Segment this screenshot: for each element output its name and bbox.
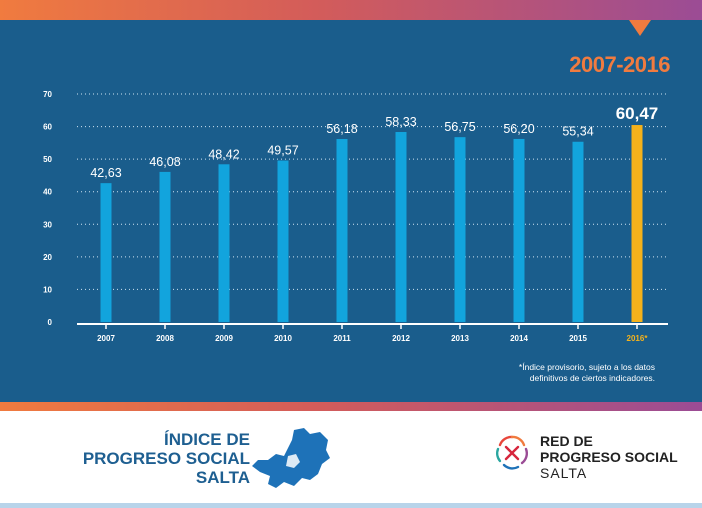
- footnote-line-2: definitivos de ciertos indicadores.: [529, 373, 655, 383]
- bar-2011: [336, 139, 348, 322]
- middle-gradient-bar: [0, 402, 702, 411]
- y-tick-label: 0: [48, 318, 53, 327]
- value-label: 56,75: [444, 120, 475, 134]
- salta-province-map-icon: [252, 428, 330, 488]
- value-label: 58,33: [385, 115, 416, 129]
- y-tick-label: 40: [43, 188, 52, 197]
- footnote-line-1: *Índice provisorio, sujeto a los datos: [518, 362, 655, 372]
- index-title-line-2: PROGRESO SOCIAL: [82, 449, 250, 468]
- y-tick-label: 10: [43, 285, 52, 294]
- x-tick-label: 2008: [156, 334, 174, 343]
- footnote: *Índice provisorio, sujeto a los datos d…: [495, 362, 655, 384]
- bar-2013: [454, 137, 466, 322]
- value-label: 42,63: [90, 166, 121, 180]
- x-tick-label: 2010: [274, 334, 292, 343]
- network-name-line-1: RED DE: [540, 433, 593, 449]
- x-tick-label: 2012: [392, 334, 410, 343]
- bar-chart: 0 10 20 30 40 50 60 70 42,63 2007 46,08 2008 48,42 20…: [43, 90, 668, 343]
- y-tick-label: 60: [43, 123, 52, 132]
- red-progreso-social-logo-icon: [496, 435, 529, 470]
- value-label: 49,57: [267, 144, 298, 158]
- branding-footer: [0, 411, 702, 503]
- value-label: 48,42: [208, 147, 239, 161]
- bar-2008: [159, 171, 171, 322]
- period-label: 2007-2016: [569, 52, 670, 77]
- x-tick-label: 2013: [451, 334, 469, 343]
- value-label: 60,47: [616, 104, 659, 123]
- value-label: 55,34: [562, 125, 593, 139]
- chart-panel: [0, 20, 702, 402]
- bottom-strip: [0, 503, 702, 508]
- bar-2010: [277, 160, 289, 322]
- period-marker-icon: [629, 20, 651, 36]
- x-tick-label: 2014: [510, 334, 528, 343]
- value-label: 56,18: [326, 122, 357, 136]
- bar-2016: [631, 125, 643, 322]
- y-tick-label: 20: [43, 253, 52, 262]
- x-tick-label: 2007: [97, 334, 115, 343]
- top-gradient-bar: [0, 0, 702, 20]
- network-name-line-2: PROGRESO SOCIAL: [540, 449, 678, 465]
- x-tick-label: 2011: [333, 334, 351, 343]
- x-tick-label: 2015: [569, 334, 587, 343]
- network-name: RED DE PROGRESO SOCIAL SALTA: [540, 433, 678, 481]
- bar-2009: [218, 164, 230, 322]
- bar-2007: [100, 183, 112, 322]
- bar-2014: [513, 138, 525, 322]
- y-tick-label: 50: [43, 155, 52, 164]
- y-tick-label: 70: [43, 90, 52, 99]
- value-label: 56,20: [503, 122, 534, 136]
- x-tick-label: 2009: [215, 334, 233, 343]
- network-name-line-3: SALTA: [540, 465, 588, 481]
- value-label: 46,08: [149, 155, 180, 169]
- index-title-line-3: SALTA: [195, 468, 250, 487]
- x-tick-label: 2016*: [627, 334, 649, 343]
- bar-2015: [572, 141, 584, 322]
- bar-2012: [395, 132, 407, 322]
- index-title-line-1: ÍNDICE DE: [164, 430, 250, 449]
- y-tick-label: 30: [43, 220, 52, 229]
- index-title: ÍNDICE DE PROGRESO SOCIAL SALTA: [60, 430, 250, 487]
